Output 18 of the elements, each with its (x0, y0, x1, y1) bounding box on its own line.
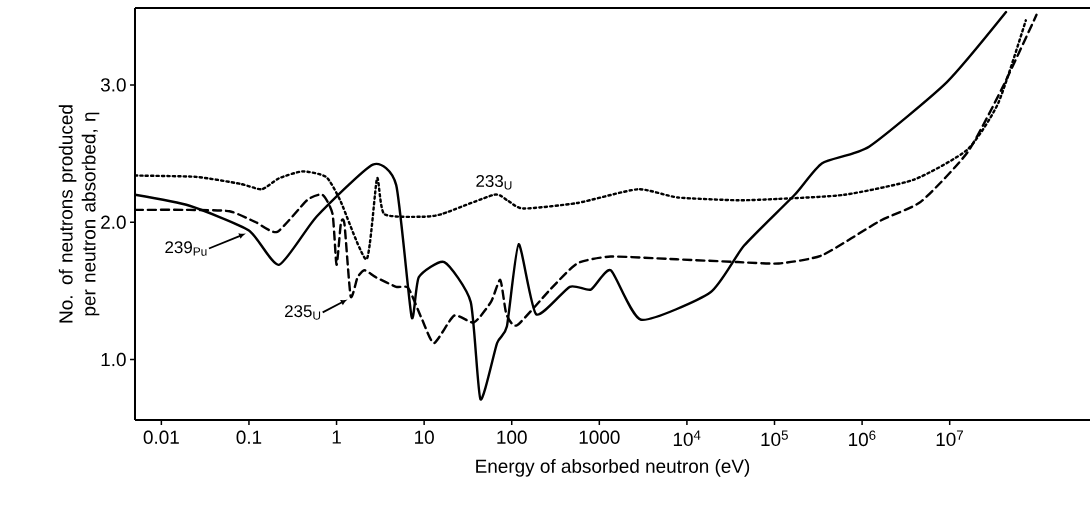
x-axis-title: Energy of absorbed neutron (eV) (476, 459, 750, 477)
x-tick-label: 1000 (579, 430, 620, 444)
x-tick-label: 10$^{4}$ (673, 430, 701, 447)
y-tick-label: 2.0 (101, 215, 126, 229)
y-tick-label: 3.0 (100, 78, 126, 92)
x-tick-label: 0.1 (236, 430, 262, 444)
x-tick-label: 10$^{5}$ (761, 430, 788, 447)
annotation: 235$_{U}$ (285, 305, 321, 320)
x-tick-label: 10 (415, 430, 434, 444)
x-tick-label: 100 (497, 430, 527, 444)
y-axis-title: No. of neutrons produced per neutron absorbed, η (58, 105, 100, 323)
annotation: 239$_{Pu}$ (165, 241, 207, 256)
x-tick-label: 10$^{6}$ (849, 430, 876, 447)
x-tick-label: 10$^{7}$ (936, 430, 963, 447)
x-tick-label: 1 (332, 430, 341, 444)
annotation: 233$_{U}$ (476, 175, 512, 190)
y-tick-label: 1.0 (101, 352, 126, 367)
x-tick-label: 0.01 (143, 430, 179, 444)
